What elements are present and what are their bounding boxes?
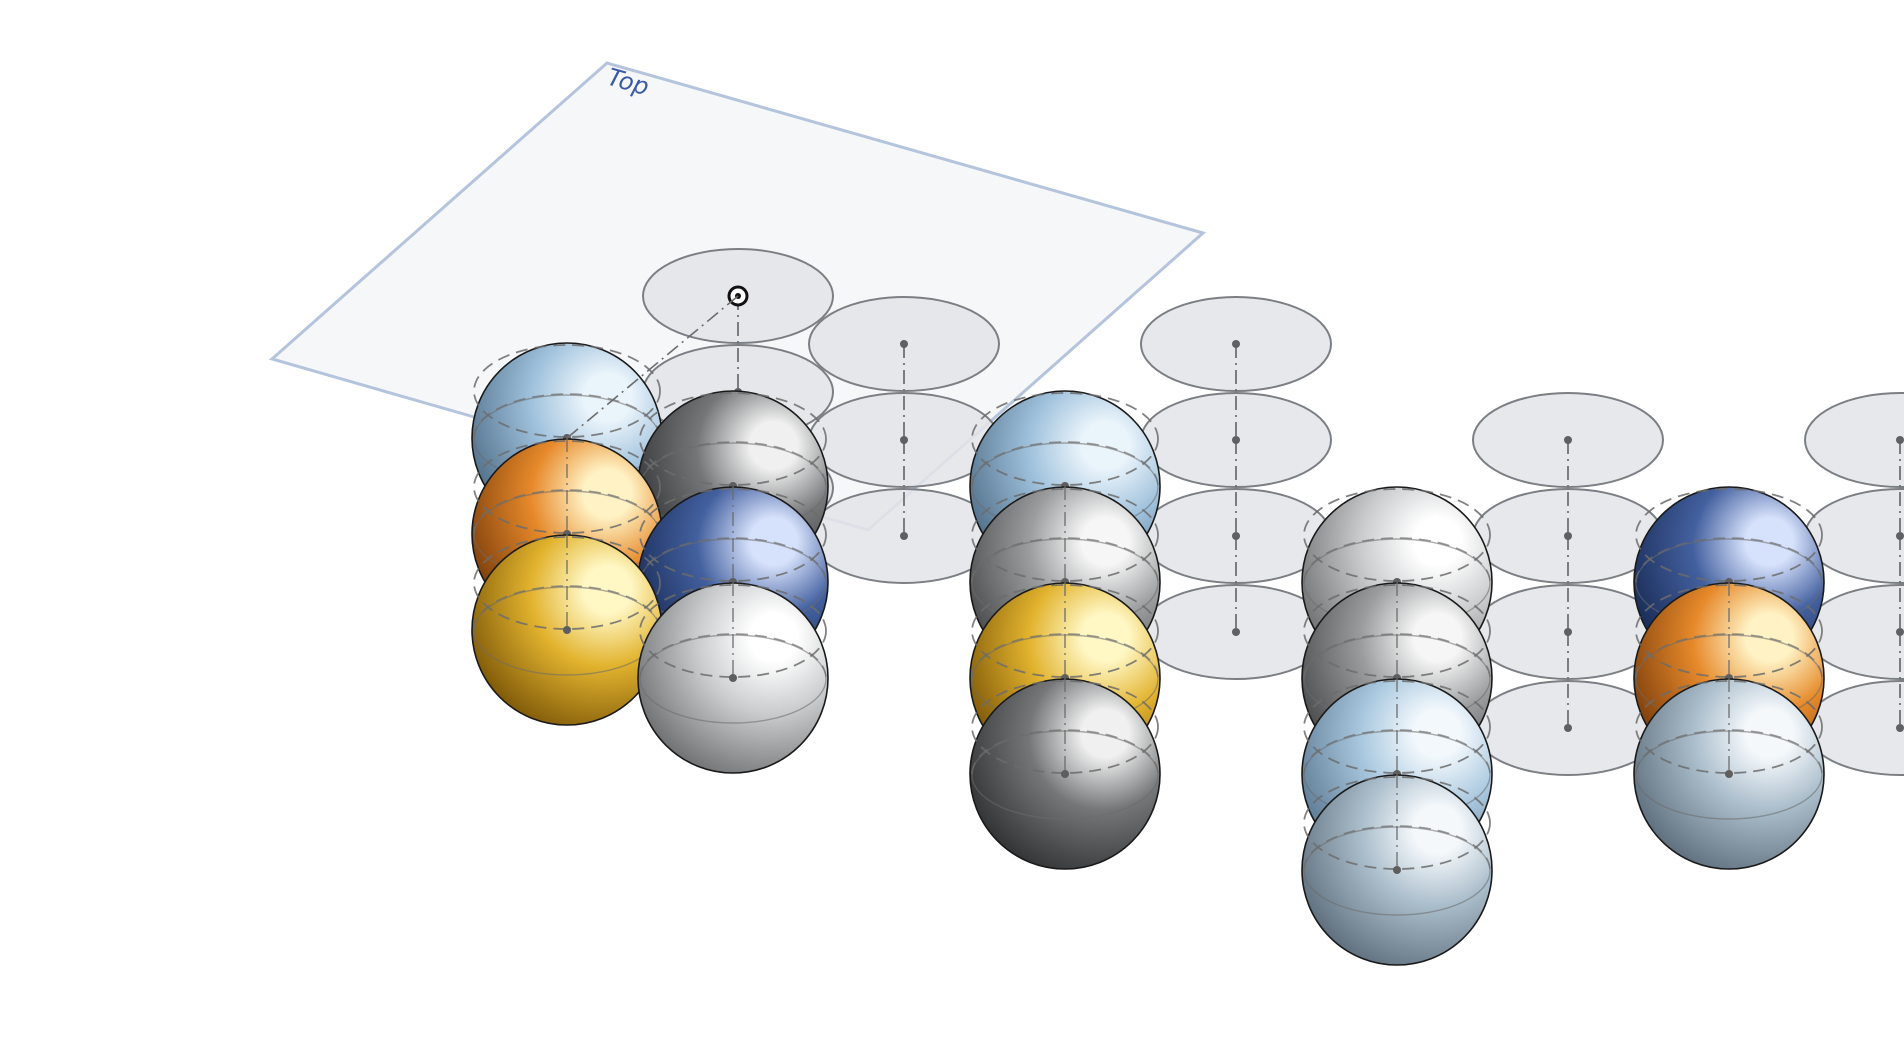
sketch-center-point[interactable]	[1896, 724, 1904, 732]
sketch-center-point[interactable]	[900, 532, 908, 540]
sketch-centerlines	[734, 292, 1904, 732]
sketch-center-point[interactable]	[900, 340, 908, 348]
sketch-center-point[interactable]	[1232, 628, 1240, 636]
sketch-center-point[interactable]	[1232, 532, 1240, 540]
sketch-circle[interactable]	[1804, 392, 1904, 488]
sketch-center-point[interactable]	[900, 436, 908, 444]
sketch-center-point[interactable]	[1232, 436, 1240, 444]
projection-line	[566, 295, 739, 439]
sketch-center-point[interactable]	[1896, 436, 1904, 444]
sketch-center-point[interactable]	[1232, 340, 1240, 348]
sphere-center-point[interactable]	[729, 674, 737, 682]
sketch-center-point[interactable]	[1896, 532, 1904, 540]
sketch-center-point[interactable]	[1564, 532, 1572, 540]
sphere-center-point[interactable]	[1061, 770, 1069, 778]
sketch-center-point[interactable]	[1564, 724, 1572, 732]
sphere-center-point[interactable]	[563, 626, 571, 634]
sphere-center-point[interactable]	[1393, 866, 1401, 874]
sketch-center-point[interactable]	[1564, 628, 1572, 636]
sketch-center-point[interactable]	[1896, 628, 1904, 636]
sphere-bodies[interactable]	[471, 295, 1825, 966]
sketch-center-point[interactable]	[1564, 436, 1572, 444]
sphere-center-point[interactable]	[1725, 770, 1733, 778]
